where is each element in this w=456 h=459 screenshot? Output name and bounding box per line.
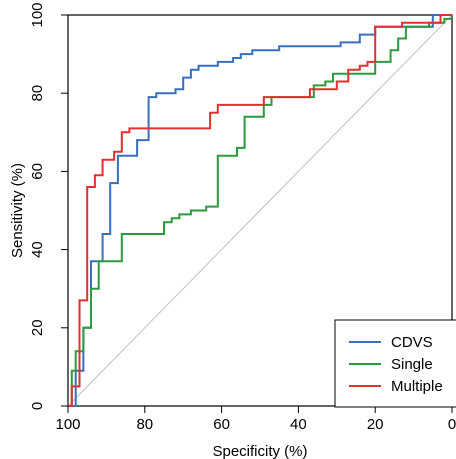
series-line-multiple [68, 14, 452, 407]
plot-frame-group [67, 14, 453, 407]
x-tick-label: 60 [213, 416, 230, 433]
x-tick-label: 80 [136, 416, 153, 433]
series-line-cdvs [68, 14, 452, 407]
legend-label-multiple: Multiple [391, 378, 443, 395]
x-tick-label: 20 [367, 416, 384, 433]
x-tick-label: 100 [55, 416, 80, 433]
plot-frame [67, 14, 453, 407]
chance-reference-line [67, 14, 453, 407]
y-tick-label: 100 [29, 2, 46, 27]
series-line-single [68, 17, 452, 407]
legend: CDVS Single Multiple [334, 319, 456, 408]
y-tick-label: 80 [29, 85, 46, 102]
legend-label-single: Single [391, 356, 433, 373]
y-tick-label: 20 [29, 319, 46, 336]
legend-label-cdvs: CDVS [391, 334, 433, 351]
series-layer [68, 14, 452, 407]
x-tick-label: 40 [290, 416, 307, 433]
x-axis-title: Specificity (%) [212, 443, 307, 459]
y-axis: 0 20 40 60 80 100 [29, 2, 68, 410]
x-axis: 100 80 60 40 20 0 [55, 406, 456, 433]
y-axis-title: Sensitivity (%) [9, 163, 26, 258]
y-tick-label: 40 [29, 241, 46, 258]
y-tick-label: 60 [29, 163, 46, 180]
y-tick-label: 0 [29, 402, 46, 410]
x-tick-label: 0 [448, 416, 456, 433]
